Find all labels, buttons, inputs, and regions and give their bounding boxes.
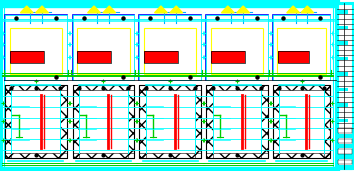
Bar — [5, 153, 67, 158]
Bar — [73, 15, 134, 80]
Bar — [139, 85, 201, 158]
Bar — [211, 51, 245, 63]
Bar — [139, 85, 201, 90]
Bar — [195, 85, 201, 158]
Bar — [5, 85, 67, 90]
Bar — [61, 85, 67, 158]
Bar — [206, 85, 268, 158]
Polygon shape — [21, 6, 33, 13]
Bar — [73, 15, 134, 80]
Bar — [338, 57, 348, 60]
Bar — [277, 28, 326, 74]
Bar — [77, 28, 130, 74]
Bar — [273, 85, 279, 158]
Bar — [5, 15, 67, 80]
Polygon shape — [170, 6, 183, 13]
Bar — [73, 153, 134, 158]
Bar — [338, 154, 352, 159]
Bar — [211, 51, 245, 63]
Bar — [139, 15, 201, 80]
Bar — [139, 85, 145, 158]
Bar — [206, 15, 268, 80]
Polygon shape — [103, 6, 116, 13]
Bar — [337, 3, 353, 169]
Bar — [338, 103, 348, 107]
Bar — [78, 51, 111, 63]
Bar — [338, 160, 352, 164]
Bar — [262, 85, 268, 158]
Bar — [338, 144, 352, 148]
Polygon shape — [36, 6, 48, 13]
Bar — [206, 85, 268, 90]
Bar — [338, 88, 348, 91]
Polygon shape — [237, 6, 250, 13]
Bar — [273, 85, 330, 90]
Bar — [273, 15, 330, 80]
Bar — [10, 51, 44, 63]
Polygon shape — [287, 6, 299, 13]
Bar — [278, 51, 309, 63]
Bar — [139, 15, 201, 80]
Bar — [206, 153, 268, 158]
Bar — [338, 134, 352, 138]
Bar — [338, 119, 348, 122]
Bar — [338, 25, 348, 29]
Bar — [5, 15, 67, 80]
Polygon shape — [301, 6, 314, 13]
Bar — [278, 51, 309, 63]
Bar — [338, 128, 352, 133]
Bar — [144, 51, 178, 63]
Bar — [10, 28, 62, 74]
Bar — [73, 85, 134, 90]
Bar — [73, 85, 134, 158]
Bar — [338, 72, 348, 76]
Bar — [273, 153, 330, 158]
Bar — [5, 85, 11, 158]
Bar — [273, 15, 330, 80]
Polygon shape — [88, 6, 101, 13]
Bar — [338, 139, 352, 143]
Bar — [139, 153, 201, 158]
Bar — [144, 51, 178, 63]
Bar — [206, 15, 268, 80]
Bar — [144, 28, 196, 74]
Bar — [10, 51, 44, 63]
Bar — [338, 41, 348, 45]
Bar — [78, 51, 111, 63]
Bar — [5, 85, 67, 158]
Bar — [73, 85, 79, 158]
Bar — [338, 4, 352, 169]
Bar — [273, 85, 330, 158]
Bar — [206, 85, 212, 158]
Bar — [128, 85, 134, 158]
Bar — [338, 149, 352, 154]
Polygon shape — [155, 6, 167, 13]
Bar — [324, 85, 330, 158]
Bar — [211, 28, 263, 74]
Bar — [338, 10, 348, 14]
Bar — [338, 165, 352, 169]
Polygon shape — [222, 6, 234, 13]
